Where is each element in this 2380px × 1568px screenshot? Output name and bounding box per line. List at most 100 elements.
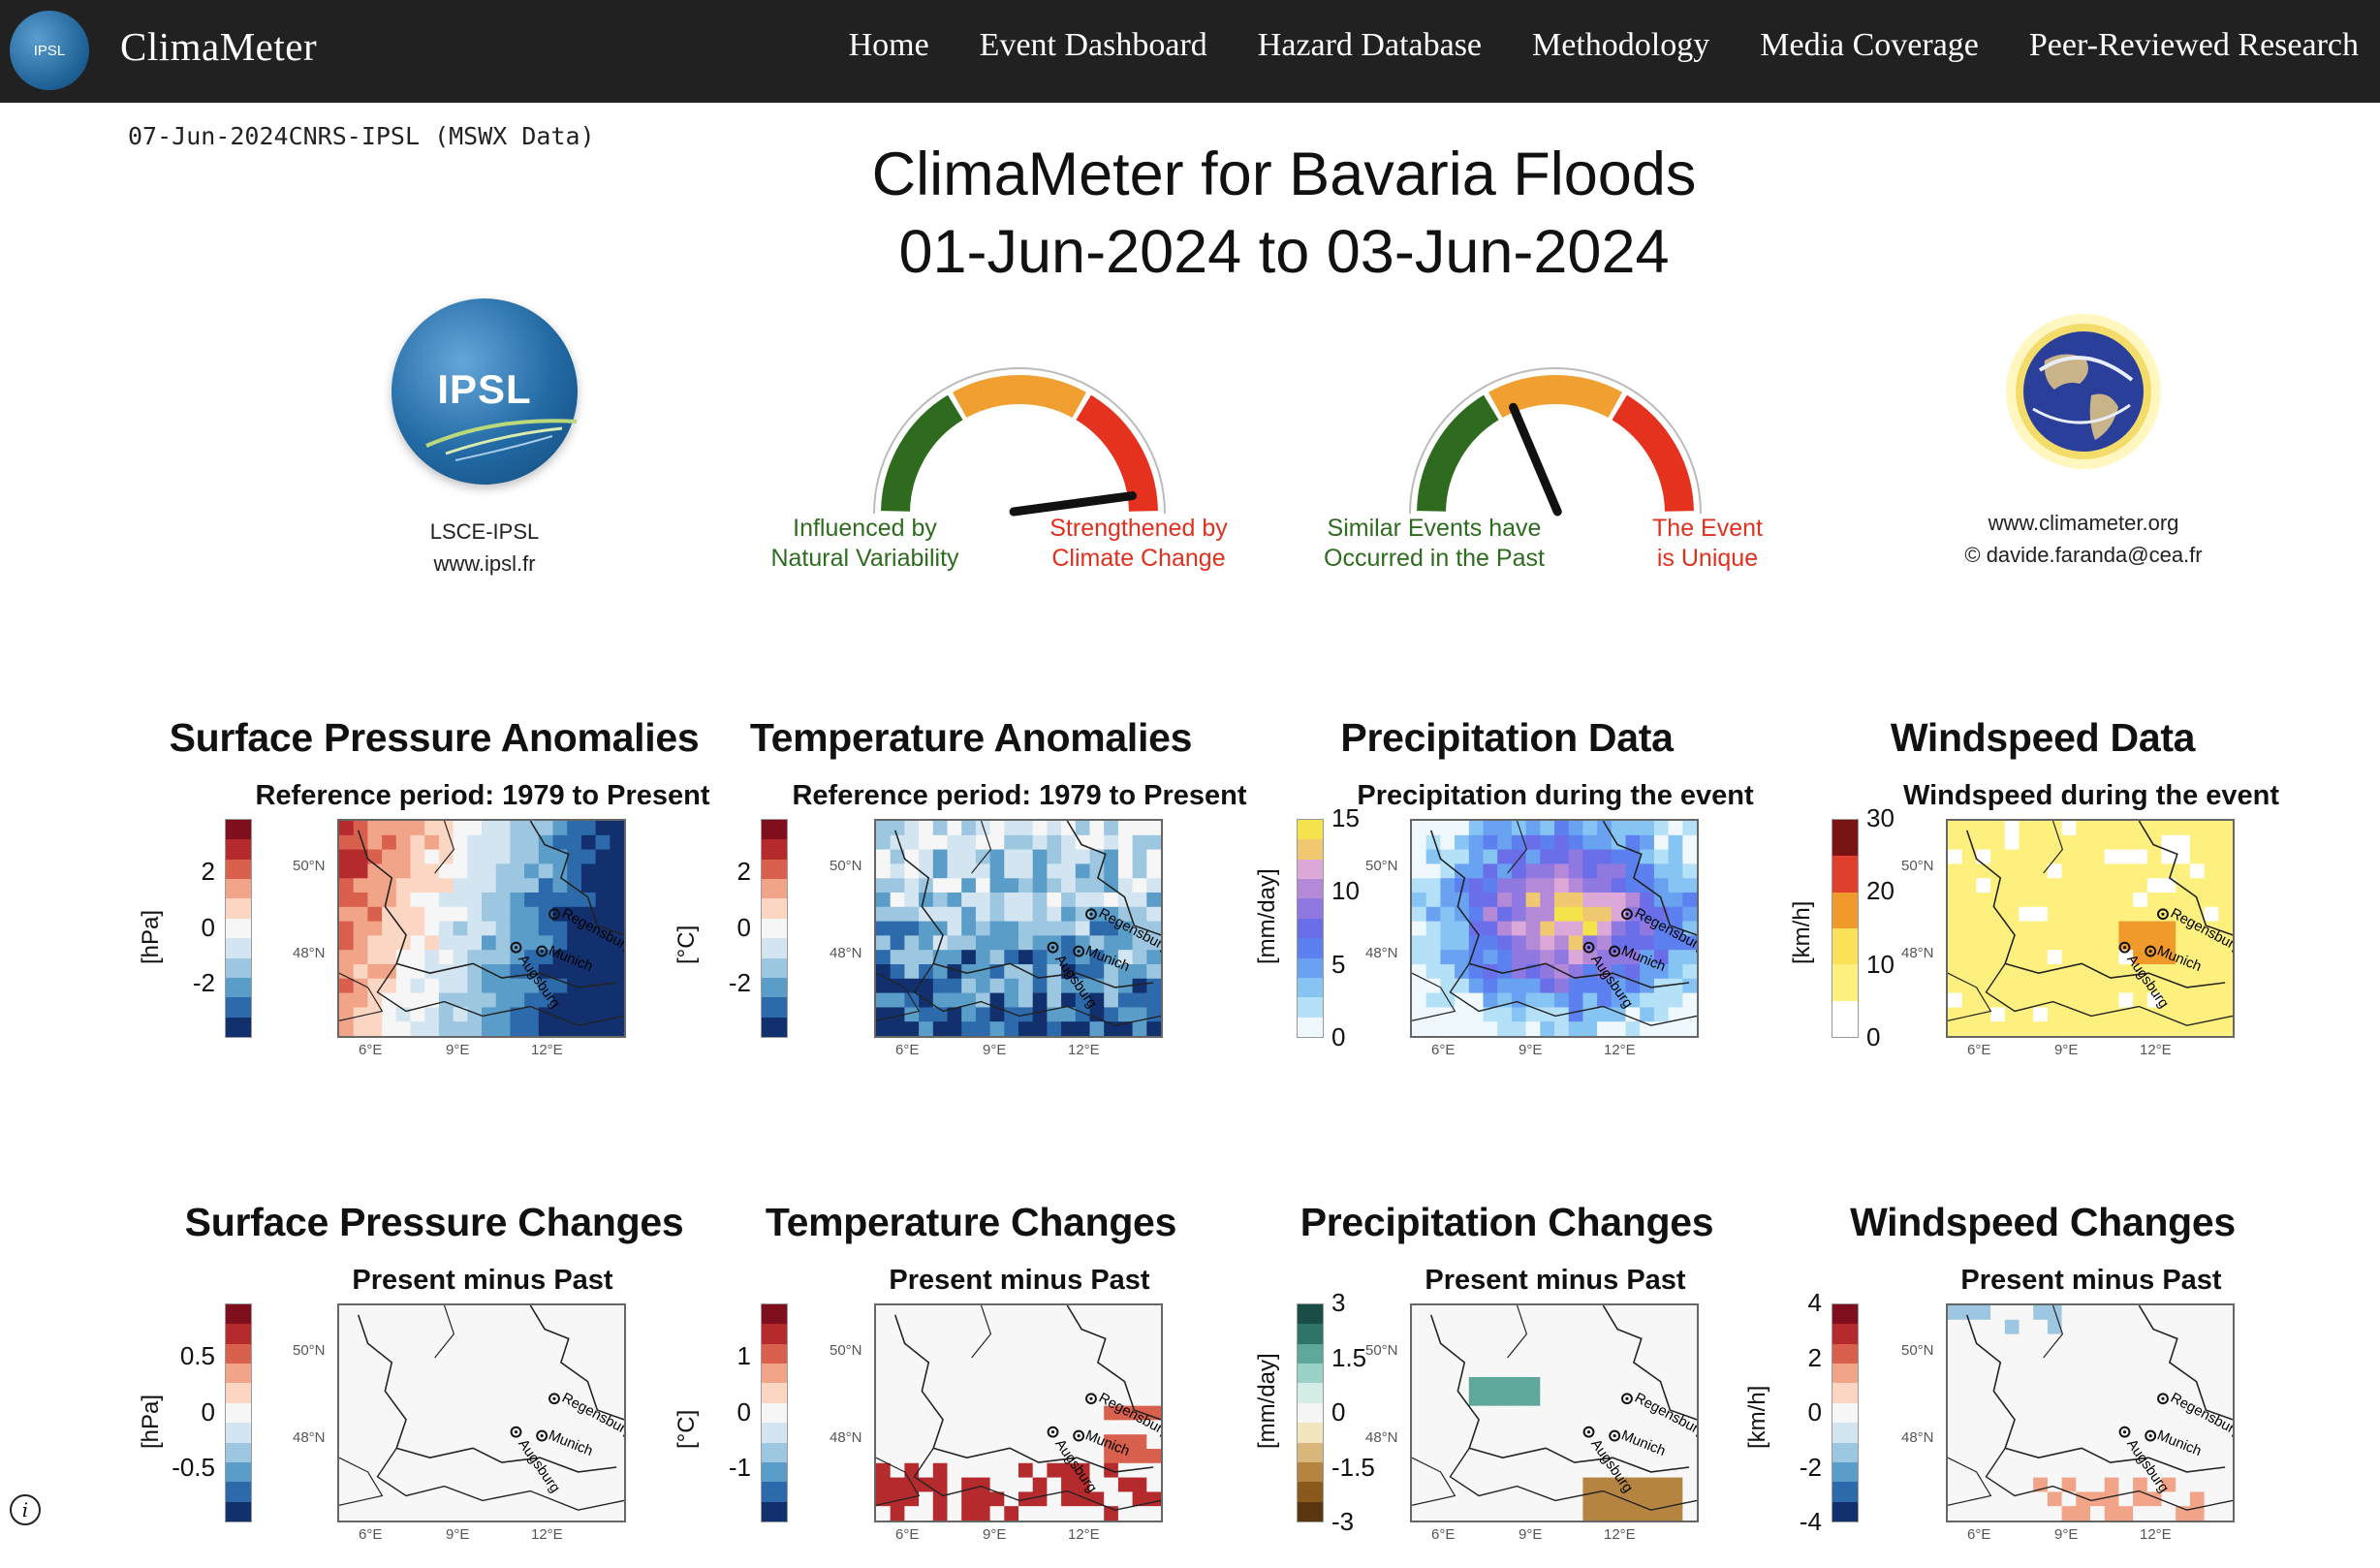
panel-subtitle: Reference period: 1979 to Present [792,780,1247,811]
latitude-label: 50°N [1901,1342,1934,1359]
ipsl-logo-text: IPSL [437,366,532,412]
climameter-globe-logo [2006,314,2161,469]
colorbar [225,819,252,1038]
colorbar-tick: 30 [1866,803,1895,832]
colorbar [1832,1303,1859,1522]
latitude-label: 50°N [830,1342,862,1359]
nav-methodology[interactable]: Methodology [1532,27,1710,63]
longitude-label: 9°E [983,1042,1007,1058]
latitude-label: 48°N [293,945,326,961]
panel-title: Temperature Anomalies [749,715,1193,760]
date-source-label: 07-Jun-2024CNRS-IPSL (MSWX Data) [128,122,595,150]
panel-subtitle: Present minus Past [1425,1265,1686,1296]
title-line-1: ClimaMeter for Bavaria Floods [871,141,1697,208]
climameter-url[interactable]: www.climameter.org [1988,511,2179,535]
latitude-label: 48°N [1365,945,1398,961]
longitude-label: 12°E [1604,1042,1636,1058]
latitude-label: 48°N [293,1429,326,1446]
latitude-label: 50°N [293,1342,326,1359]
panel-subtitle: Present minus Past [889,1265,1150,1296]
longitude-label: 6°E [1431,1042,1456,1058]
panel-subtitle: Present minus Past [352,1265,613,1296]
colorbar [1297,819,1324,1038]
map-panel: Regensburg Munich Augsburg [337,1303,626,1522]
title-line-2: 01-Jun-2024 to 03-Jun-2024 [898,218,1670,286]
longitude-label: 6°E [359,1526,383,1543]
colorbar-tick: 0 [736,913,751,942]
panel-title: Windspeed Changes [1850,1200,2236,1244]
colorbar-tick: 4 [1807,1288,1822,1317]
unit-label: [°C] [673,925,700,964]
longitude-label: 9°E [983,1526,1007,1543]
gauge-outline [873,367,1166,515]
brand-logo[interactable]: IPSL [10,11,89,90]
gauge-green-segment [881,394,963,513]
map-panel: Regensburg Munich Augsburg [1946,1303,2235,1522]
panel-title: Windspeed Data [1890,715,2196,760]
longitude-label: 12°E [1068,1526,1100,1543]
latitude-label: 48°N [830,945,862,961]
colorbar-tick: 10 [1866,949,1895,979]
gauge-orange-segment [952,375,1087,419]
info-icon[interactable]: i [10,1494,41,1525]
colorbar [761,1303,788,1522]
latitude-label: 48°N [1901,1429,1934,1446]
map-panel: Regensburg Munich Augsburg [1410,1303,1699,1522]
colorbar-tick: 1 [736,1341,751,1370]
colorbar-tick: 0 [1866,1022,1881,1051]
longitude-label: 9°E [446,1526,470,1543]
colorbar-tick: 2 [1807,1342,1822,1372]
colorbar-tick: 10 [1331,876,1360,906]
longitude-label: 12°E [531,1526,563,1543]
latitude-label: 48°N [1365,1429,1398,1446]
colorbar-tick: -2 [192,968,215,997]
colorbar-tick: 5 [1331,949,1346,979]
nav-home[interactable]: Home [848,27,929,63]
gauge-outline [1409,367,1702,515]
gauge-orange-segment [1488,375,1623,419]
colorbar-tick: 0 [201,1397,215,1427]
colorbar [761,819,788,1038]
colorbar-tick: 20 [1866,876,1895,906]
longitude-label: 9°E [2054,1526,2079,1543]
colorbar-tick: -4 [1799,1507,1822,1536]
colorbar-tick: 0 [736,1397,751,1427]
colorbar-tick: 0.5 [179,1341,215,1370]
latitude-label: 50°N [1365,858,1398,874]
colorbar [225,1303,252,1522]
unit-label: [mm/day] [1254,1353,1280,1449]
gauge1-right-label: Strengthened by Climate Change [1049,515,1228,572]
longitude-label: 9°E [1519,1526,1543,1543]
longitude-label: 6°E [895,1042,920,1058]
colorbar-tick: -2 [1799,1452,1822,1482]
colorbar-tick: 2 [736,857,751,886]
gauge-red-segment [1612,394,1694,513]
longitude-label: 6°E [359,1042,383,1058]
climameter-contact[interactable]: © davide.faranda@cea.fr [1964,543,2203,567]
panel-title: Precipitation Data [1340,715,1674,760]
gauge-red-segment [1076,394,1158,513]
map-panel: Regensburg Munich Augsburg [1410,819,1699,1038]
nav-hazard-database[interactable]: Hazard Database [1257,27,1483,63]
colorbar-tick: 2 [201,857,215,886]
colorbar-tick: 3 [1331,1288,1346,1317]
brand-name[interactable]: ClimaMeter [120,24,318,69]
nav-event-dashboard[interactable]: Event Dashboard [979,27,1207,63]
unit-label: [hPa] [138,1394,164,1449]
gauge1-left-label: Influenced by Natural Variability [770,515,959,572]
colorbar-tick: 0 [1331,1022,1346,1051]
panel-subtitle: Present minus Past [1960,1265,2222,1296]
longitude-label: 9°E [2054,1042,2079,1058]
colorbar [1832,819,1859,1038]
longitude-label: 12°E [2140,1042,2172,1058]
colorbar-tick: 15 [1331,803,1360,832]
colorbar-tick: 0 [1331,1397,1346,1427]
colorbar-tick: 0 [201,913,215,942]
latitude-label: 48°N [830,1429,862,1446]
colorbar-tick: -1.5 [1331,1452,1375,1482]
latitude-label: 50°N [1901,858,1934,874]
nav-peer-reviewed-research[interactable]: Peer-Reviewed Research [2028,27,2359,63]
longitude-label: 9°E [446,1042,470,1058]
nav-media-coverage[interactable]: Media Coverage [1760,27,1979,63]
panel-title: Precipitation Changes [1300,1200,1714,1244]
